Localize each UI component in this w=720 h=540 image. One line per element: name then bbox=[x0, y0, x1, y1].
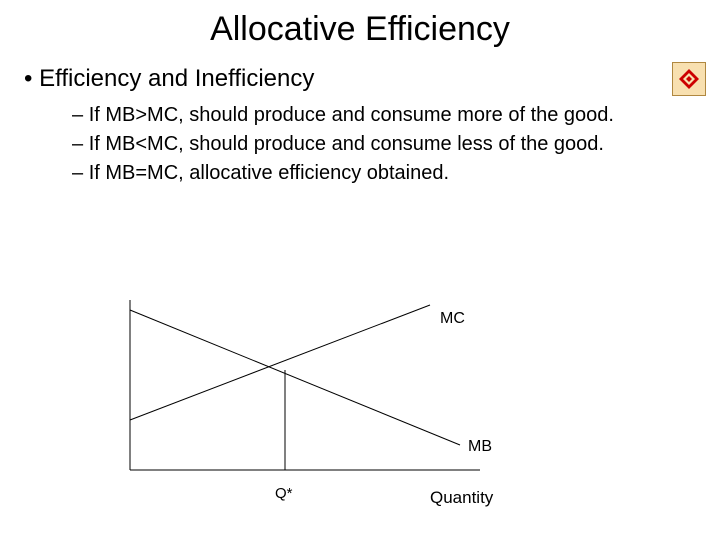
mc-label: MC bbox=[440, 310, 465, 328]
chart-svg bbox=[110, 300, 610, 520]
bullet-point-2: If MB<MC, should produce and consume les… bbox=[72, 132, 690, 157]
mb-label: MB bbox=[468, 438, 492, 456]
qstar-label: Q* bbox=[275, 485, 293, 502]
bullet-point-3: If MB=MC, allocative efficiency obtained… bbox=[72, 161, 690, 186]
mc-line bbox=[130, 305, 430, 420]
slide-title: Allocative Efficiency bbox=[0, 0, 720, 59]
bullet-point-1: If MB>MC, should produce and consume mor… bbox=[72, 103, 690, 128]
mb-mc-chart: MC MB Q* Quantity bbox=[110, 300, 610, 520]
diamond-icon bbox=[675, 65, 703, 93]
quantity-label: Quantity bbox=[430, 488, 493, 508]
bullet-heading: Efficiency and Inefficiency bbox=[24, 65, 720, 93]
decorative-corner-icon bbox=[672, 62, 706, 96]
mb-line bbox=[130, 310, 460, 445]
